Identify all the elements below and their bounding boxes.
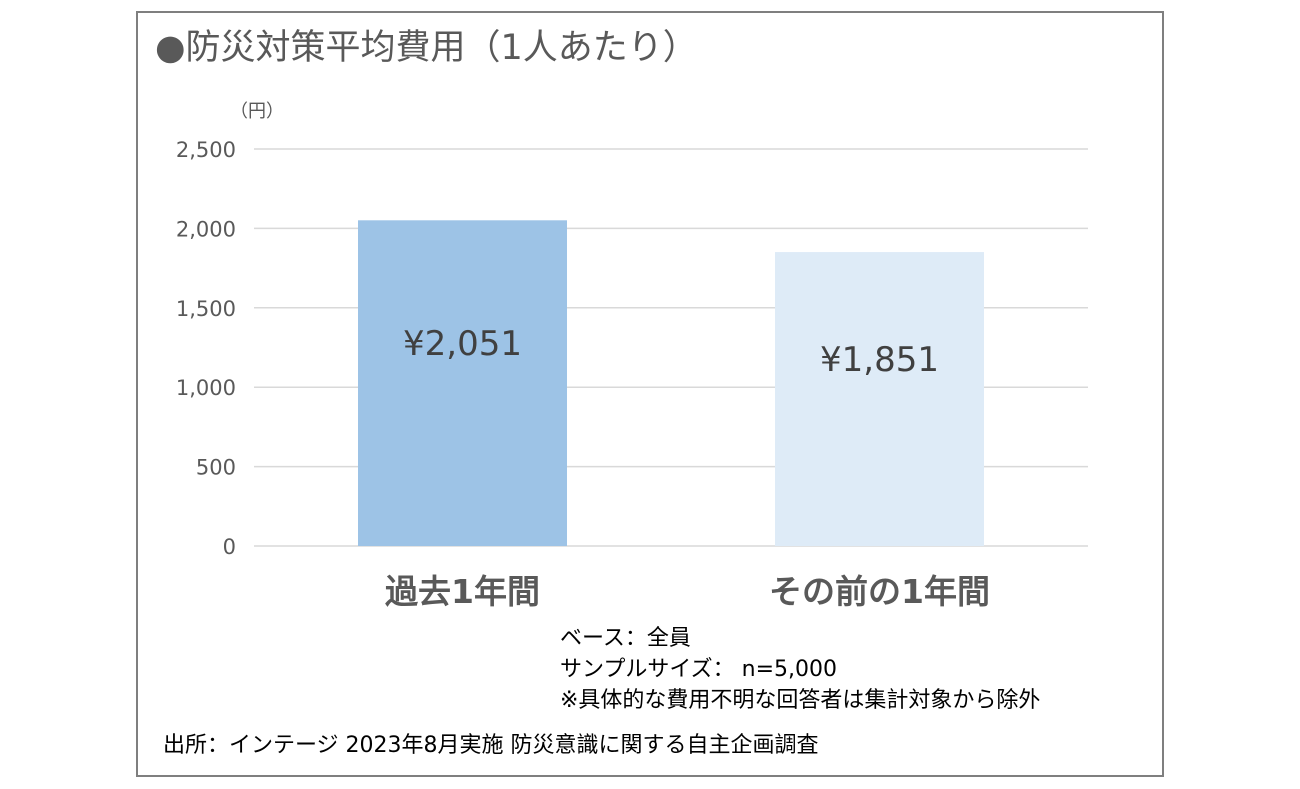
y-axis-ticks: 0 500 1,000 1,500 2,000 2,500 [176, 138, 236, 559]
chart-frame [136, 11, 1164, 777]
bar-value-label: ¥2,051 [403, 324, 522, 364]
bar [775, 252, 984, 546]
y-tick-label: 1,000 [176, 376, 236, 400]
bar-value-label: ¥1,851 [820, 340, 939, 380]
y-tick-label: 2,000 [176, 217, 236, 241]
bars [358, 220, 984, 546]
bar [358, 220, 567, 546]
source-note: 出所：インテージ 2023年8月実施 防災意識に関する自主企画調査 [163, 733, 819, 758]
x-category-label: 過去1年間 [385, 572, 540, 611]
exclusion-note: ※具体的な費用不明な回答者は集計対象から除外 [560, 688, 1041, 713]
x-category-label: その前の1年間 [769, 572, 990, 611]
y-tick-label: 2,500 [176, 138, 236, 162]
y-tick-label: 500 [196, 456, 236, 480]
sample-size-note: サンプルサイズ： n=5,000 [560, 657, 838, 682]
x-axis-categories: 過去1年間 その前の1年間 [385, 572, 990, 611]
y-axis-unit-label: （円） [230, 101, 284, 122]
base-note: ベース：全員 [560, 626, 691, 651]
y-tick-label: 1,500 [176, 297, 236, 321]
y-tick-label: 0 [223, 535, 236, 559]
chart-title: ●防災対策平均費用（1人あたり） [155, 28, 698, 68]
data-labels: ¥2,051 ¥1,851 [403, 324, 939, 380]
